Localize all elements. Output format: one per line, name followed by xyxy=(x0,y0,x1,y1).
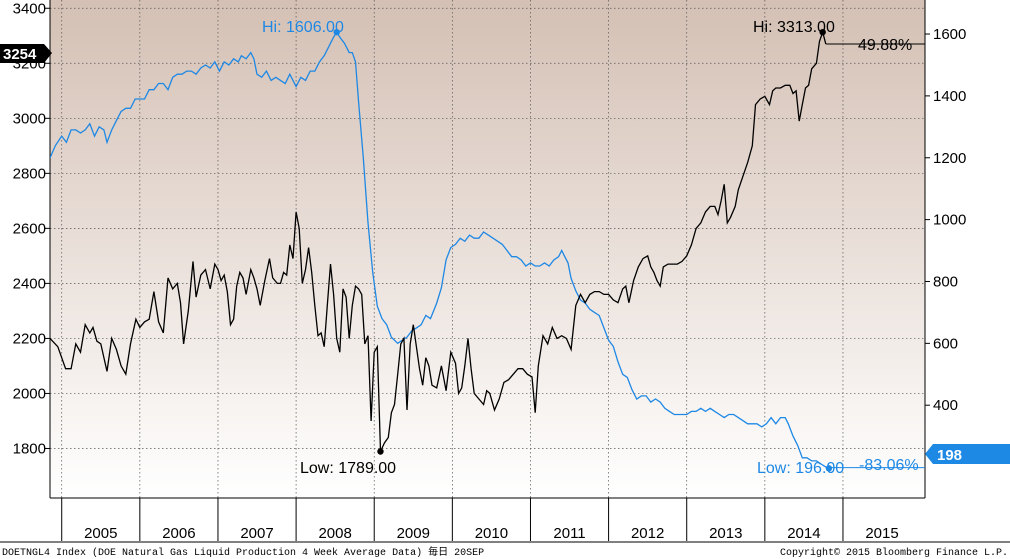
x-tick-label: 2008 xyxy=(318,525,351,542)
right-low-pct-label: -83.06% xyxy=(859,457,919,474)
left-tick-label: 1800 xyxy=(13,440,46,457)
right-high-label: Hi: 1606.00 xyxy=(262,19,344,36)
x-tick-label: 2013 xyxy=(709,525,742,542)
right-last-value-badge: 198 xyxy=(925,444,1010,464)
left-tick-label: 2800 xyxy=(13,165,46,182)
right-tick-label: 400 xyxy=(933,397,958,414)
x-tick-label: 2011 xyxy=(553,525,585,542)
right-high-marker xyxy=(333,28,340,36)
series-line-left xyxy=(50,29,827,452)
x-tick-label: 2006 xyxy=(162,525,195,542)
x-tick-label: 2014 xyxy=(787,525,820,542)
markers xyxy=(333,28,925,472)
left-tick-label: 3400 xyxy=(13,0,46,17)
right-tick-label: 1200 xyxy=(933,150,966,167)
right-tick-label: 1000 xyxy=(933,212,966,229)
series-line-right xyxy=(50,30,833,469)
x-tick-label: 2005 xyxy=(84,525,117,542)
x-tick-label: 2012 xyxy=(631,525,664,542)
left-low-label: Low: 1789.00 xyxy=(300,460,396,477)
right-low-marker xyxy=(825,465,833,472)
right-last-value: 198 xyxy=(937,447,962,464)
right-low-label: Low: 196.00 xyxy=(757,460,844,477)
left-high-pct-label: 49.88% xyxy=(858,37,912,54)
x-tick-label: 2010 xyxy=(475,525,508,542)
left-last-value-badge: 3254 xyxy=(0,44,52,63)
right-tick-label: 600 xyxy=(933,335,958,352)
footer-copyright: Copyright© 2015 Bloomberg Finance L.P. xyxy=(780,547,1008,559)
left-low-marker xyxy=(377,448,384,455)
x-tick-label: 2007 xyxy=(240,525,273,542)
left-tick-label: 2200 xyxy=(13,330,46,347)
right-tick-label: 1400 xyxy=(933,88,966,105)
right-axis: 400 600 800 1000 1200 1400 1600 xyxy=(924,0,966,498)
footer-description: DOETNGL4 Index (DOE Natural Gas Liquid P… xyxy=(2,545,484,559)
right-tick-label: 800 xyxy=(933,273,958,290)
right-tick-label: 1600 xyxy=(933,26,966,43)
left-high-label: Hi: 3313.00 xyxy=(753,19,835,36)
plot-area xyxy=(50,0,925,498)
left-tick-label: 2600 xyxy=(13,220,46,237)
grid xyxy=(50,0,925,498)
left-tick-label: 2000 xyxy=(13,385,46,402)
left-high-marker xyxy=(819,28,826,36)
left-tick-label: 2400 xyxy=(13,275,46,292)
left-tick-label: 3000 xyxy=(13,110,46,127)
left-last-value: 3254 xyxy=(3,46,37,63)
x-tick-label: 2015 xyxy=(865,525,898,542)
x-axis: 2005 2006 2007 2008 2009 2010 2011 2012 2013 2014… xyxy=(0,497,1010,543)
x-tick-label: 2009 xyxy=(397,525,430,542)
